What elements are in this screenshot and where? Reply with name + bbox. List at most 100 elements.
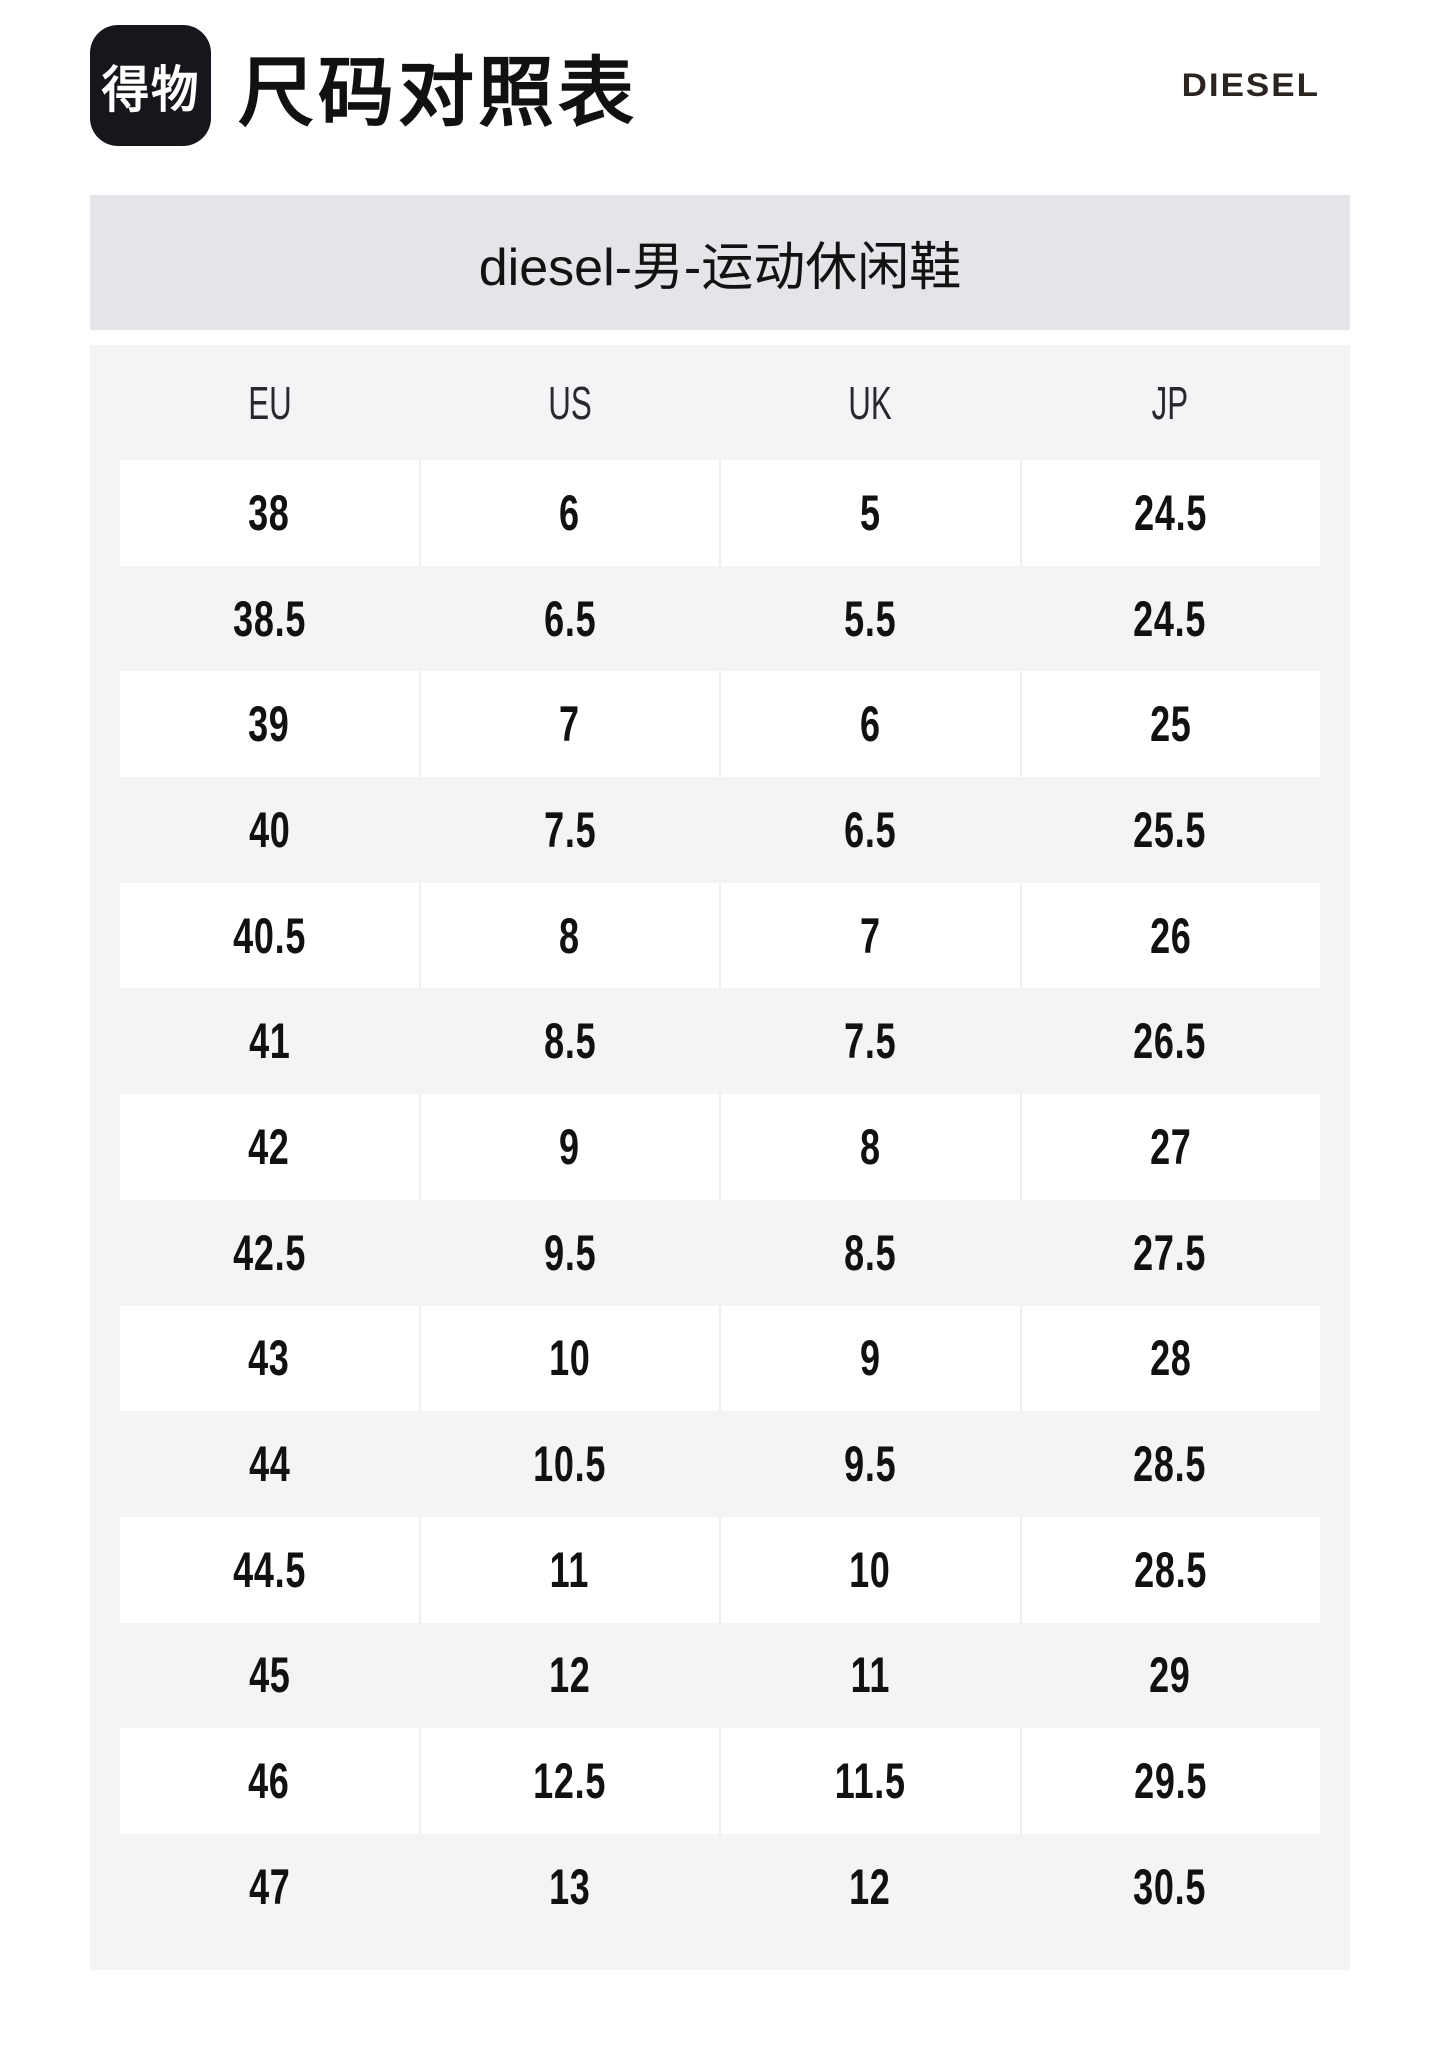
table-row: 45 12 11 29 [120,1623,1320,1729]
table-cell-uk: 10 [719,1516,1020,1623]
table-cell-eu: 45 [120,1623,420,1729]
category-subtitle-bar: diesel-男-运动休闲鞋 [90,195,1350,330]
table-cell-uk: 6.5 [720,777,1020,883]
page-title: 尺码对照表 [238,50,638,136]
app-logo-text: 得物 [101,61,200,118]
cell-value: 29 [1149,1647,1191,1704]
table-cell-us: 8 [418,882,720,989]
table-cell-us: 7.5 [420,777,720,883]
table-cell-jp: 27.5 [1020,1200,1320,1306]
cell-value: 8.5 [543,1013,597,1070]
table-cell-eu: 44.5 [120,1517,419,1623]
table-row: 38 6 5 24.5 [120,460,1320,566]
table-cell-uk: 5.5 [720,566,1020,672]
table-cell-uk: 11 [720,1623,1020,1729]
cell-value: 9.5 [543,1224,597,1281]
cell-value: 11 [850,1647,890,1704]
cell-value: 45 [249,1647,291,1704]
table-cell-jp: 25.5 [1020,777,1320,883]
table-cell-eu: 40 [120,777,420,883]
table-cell-jp: 24.5 [1019,460,1321,566]
cell-value: 7.5 [843,1013,897,1070]
cell-value: 11.5 [834,1753,906,1810]
table-row: 41 8.5 7.5 26.5 [120,988,1320,1094]
category-subtitle-text: diesel-男-运动休闲鞋 [478,239,962,297]
table-cell-jp: 28 [1019,1305,1321,1412]
table-cell-eu: 38.5 [120,566,420,672]
cell-value: 26 [1150,907,1192,964]
table-cell-eu: 42.5 [120,1200,420,1306]
cell-value: 7.5 [543,801,597,858]
table-cell-eu: 38 [120,460,419,566]
table-row: 40.5 8 7 26 [120,882,1320,989]
table-cell-jp: 27 [1019,1094,1321,1200]
table-cell-uk: 7 [719,882,1020,989]
column-header-us: US [420,345,720,460]
table-cell-jp: 24.5 [1020,566,1320,672]
table-row: 39 7 6 25 [120,671,1321,778]
cell-value: 8 [859,1118,881,1175]
table-cell-uk: 8 [719,1094,1020,1200]
table-cell-us: 6.5 [420,566,720,672]
table-cell-eu: 40.5 [120,883,419,989]
cell-value: 24.5 [1133,590,1207,647]
cell-value: 6 [859,696,881,753]
size-table-header-row: EU US UK JP [120,345,1320,460]
table-cell-uk: 8.5 [720,1200,1020,1306]
cell-value: 44 [249,1436,291,1493]
cell-value: 27.5 [1133,1224,1207,1281]
table-row: 46 12.5 11.5 29.5 [120,1728,1320,1834]
table-cell-eu: 41 [120,988,420,1094]
cell-value: 28.5 [1134,1541,1208,1598]
cell-value: 27 [1150,1118,1192,1175]
table-cell-us: 6 [418,460,720,566]
table-cell-jp: 28.5 [1020,1411,1320,1517]
column-header-label: US [548,376,592,429]
cell-value: 42 [248,1118,290,1175]
column-header-label: UK [848,376,892,429]
column-header-eu: EU [120,345,420,460]
table-cell-uk: 12 [720,1834,1020,1940]
table-cell-eu: 43 [120,1306,419,1412]
table-cell-jp: 30.5 [1020,1834,1320,1940]
cell-value: 11 [549,1541,590,1598]
table-row: 42 9 8 27 [120,1094,1320,1200]
table-row: 40 7.5 6.5 25.5 [120,777,1320,883]
column-header-label: EU [248,376,292,429]
table-cell-us: 12 [420,1623,720,1729]
table-row: 38.5 6.5 5.5 24.5 [120,566,1320,672]
table-row: 44 10.5 9.5 28.5 [120,1411,1320,1517]
table-cell-us: 10.5 [420,1411,720,1517]
brand-logo-text: DIESEL [1181,67,1320,103]
cell-value: 6 [559,484,581,541]
table-cell-us: 7 [418,671,720,778]
table-cell-eu: 39 [120,671,419,777]
cell-value: 40.5 [232,907,306,964]
table-cell-uk: 9.5 [720,1411,1020,1517]
cell-value: 10 [549,1330,591,1387]
table-row: 42.5 9.5 8.5 27.5 [120,1200,1320,1306]
table-row: 43 10 9 28 [120,1305,1321,1412]
cell-value: 7 [859,907,881,964]
column-header-label: JP [1151,376,1189,429]
cell-value: 9.5 [843,1436,897,1493]
table-cell-us: 11 [418,1516,720,1623]
cell-value: 12 [549,1647,591,1704]
cell-value: 9 [559,1118,581,1175]
cell-value: 46 [248,1753,290,1810]
cell-value: 10.5 [533,1436,607,1493]
table-cell-us: 10 [418,1305,720,1412]
cell-value: 41 [249,1013,291,1070]
cell-value: 26.5 [1133,1013,1207,1070]
table-cell-jp: 29.5 [1019,1728,1321,1834]
cell-value: 5.5 [843,590,897,647]
table-cell-us: 12.5 [418,1728,720,1834]
table-cell-jp: 28.5 [1019,1516,1321,1623]
diesel-brand-logo: DIESEL [1182,25,1320,146]
table-row: 44.5 11 10 28.5 [120,1516,1321,1623]
cell-value: 44.5 [232,1541,306,1598]
table-cell-us: 9.5 [420,1200,720,1306]
cell-value: 25.5 [1133,801,1207,858]
table-cell-jp: 25 [1019,671,1321,778]
cell-value: 38.5 [233,590,307,647]
